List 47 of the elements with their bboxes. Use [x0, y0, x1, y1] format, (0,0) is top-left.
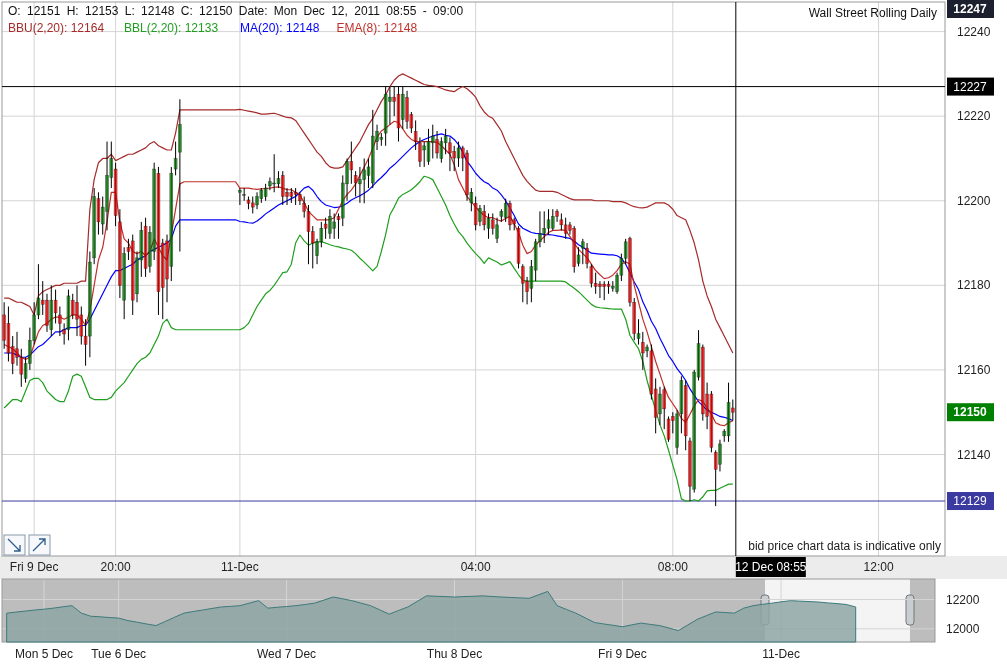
- candlestick: [658, 386, 662, 426]
- x-tick-label: Mon 5 Dec: [14, 647, 73, 661]
- candlestick: [456, 141, 461, 168]
- candlestick: [598, 280, 602, 299]
- text: MA(20): 12148: [240, 21, 320, 35]
- text: EMA(8): 12148: [336, 21, 418, 35]
- annotation: bid price chart data is indicative only: [748, 539, 941, 553]
- x-tick-label: 11-Dec: [762, 647, 800, 661]
- candlestick: [75, 284, 79, 337]
- candlestick: [405, 90, 409, 130]
- chart-subtitle: O: 12151 H: 12153 L: 12148 C: 12150 Date: Mon Dec 12, 2011 08:55 - 09:00: [8, 4, 464, 18]
- x-tick-label: 20:00: [100, 560, 131, 574]
- x-tick-label: Wed 7 Dec: [256, 647, 317, 661]
- chart-title: Wall Street Rolling Daily: [808, 6, 937, 20]
- y-tick-label: 12180: [957, 278, 991, 293]
- candlestick: [238, 187, 242, 206]
- x-tick-label: Fri 9 Dec: [598, 647, 647, 661]
- text: BBU(2,20): 12164: [8, 21, 105, 35]
- candlestick: [426, 128, 431, 166]
- y-tick-label: 12220: [957, 109, 991, 124]
- candlestick: [563, 217, 568, 240]
- text: BBL(2,20): 12133: [124, 21, 219, 35]
- text: 12247: [953, 2, 988, 16]
- line-series: [3, 175, 734, 502]
- candlestick: [503, 198, 508, 223]
- ref-line-label: 12227: [953, 79, 988, 94]
- x-tick-label: Fri 9 Dec: [9, 560, 59, 574]
- y-tick-label: 12140: [957, 447, 991, 462]
- y-tick-label: 12200: [946, 592, 980, 607]
- y-tick-label: 12200: [957, 193, 991, 208]
- x-tick-label: Tue 6 Dec: [91, 647, 147, 661]
- y-tick-label: 12240: [957, 24, 991, 39]
- x-tick-label: 04:00: [460, 560, 491, 574]
- candlestick: [521, 263, 525, 303]
- candlestick: [349, 141, 354, 185]
- y-tick-label: 12000: [946, 621, 980, 636]
- y-tick-label: 12160: [957, 362, 991, 377]
- line-series: [3, 73, 734, 354]
- x-tick-label: 11-Dec: [220, 560, 259, 574]
- candlestick: [495, 217, 499, 244]
- text: 12 Dec 08:55: [735, 560, 807, 574]
- x-tick-label: Thu 8 Dec: [426, 647, 483, 661]
- ref-line-label: 12129: [953, 494, 988, 509]
- text: 12150: [953, 405, 988, 420]
- x-tick-label: 08:00: [657, 560, 689, 574]
- x-tick-label: 12:00: [863, 560, 894, 574]
- candlestick: [718, 439, 722, 472]
